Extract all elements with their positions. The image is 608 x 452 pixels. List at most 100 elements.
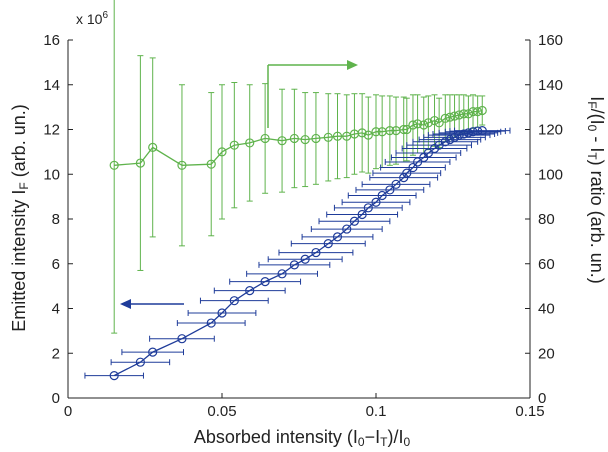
- green-data-point: [109, 160, 119, 170]
- green-data-point: [402, 124, 412, 135]
- green-data-point: [459, 109, 469, 119]
- green-data-point: [449, 111, 460, 121]
- blue-data-point: [385, 185, 395, 195]
- blue-data-point: [391, 179, 401, 189]
- green-data-point: [434, 118, 444, 128]
- left-y-tick-label: 4: [52, 301, 60, 318]
- green-data-point: [440, 113, 450, 123]
- blue-data-point: [260, 277, 270, 287]
- blue-data-point: [412, 157, 423, 167]
- green-data-point: [300, 134, 310, 145]
- left-y-tick-label: 10: [43, 166, 60, 183]
- right-y-tick-label: 20: [538, 345, 555, 362]
- left-y-tick-label: 16: [43, 32, 60, 49]
- right-y-tick-label: 60: [538, 256, 555, 273]
- blue-data-point: [363, 203, 373, 213]
- left-y-tick-label: 8: [52, 211, 60, 228]
- blue-data-point: [454, 130, 464, 140]
- right-y-tick-label: 80: [538, 211, 555, 228]
- blue-data-point: [109, 371, 119, 381]
- green-data-point: [412, 119, 423, 129]
- right-y-tick-label: 40: [538, 301, 555, 318]
- left-y-tick-label: 6: [52, 256, 60, 273]
- green-data-point: [445, 112, 455, 122]
- green-data-point: [217, 147, 227, 157]
- blue-data-point: [311, 247, 321, 258]
- green-data-point: [473, 106, 483, 117]
- left-y-tick-label: 0: [52, 390, 60, 407]
- blue-data-point: [229, 296, 239, 306]
- green-data-point: [363, 130, 373, 140]
- blue-data-point: [468, 127, 478, 137]
- green-data-point: [385, 126, 395, 136]
- green-data-point: [177, 160, 187, 170]
- x-tick-label: 0.15: [515, 403, 544, 420]
- blue-data-point: [371, 197, 381, 207]
- blue-data-point: [463, 128, 473, 138]
- x-tick-label: 0.05: [207, 403, 236, 420]
- x-tick-label: 0.1: [366, 403, 387, 420]
- green-data-point: [454, 110, 464, 120]
- left-y-tick-label: 12: [43, 122, 60, 139]
- right-y-tick-label: 100: [538, 166, 563, 183]
- green-data-point: [408, 120, 418, 130]
- blue-data-point: [377, 190, 387, 201]
- green-data-point: [429, 115, 440, 126]
- right-y-tick-label: 140: [538, 77, 563, 94]
- green-series-group: [109, 0, 487, 334]
- blue-data-point: [342, 224, 352, 234]
- green-data-point: [468, 106, 478, 117]
- blue-data-point: [148, 347, 158, 357]
- blue-data-point: [332, 232, 343, 242]
- right-axis-title: IF/(I0 - IT) ratio (arb. un.): [585, 96, 607, 283]
- green-data-point: [332, 131, 343, 141]
- axes-group: 0 0.05 0.1 0.15 0 2 4 6 8 10 12 14 160 20 40 60 80 100 120…: [43, 32, 563, 420]
- green-axis-arrow-head: [347, 60, 358, 70]
- left-axis-multiplier: x 106: [76, 10, 108, 27]
- left-axis-title: Emitted intensity IF (arb. un.): [9, 104, 31, 331]
- green-data-point: [289, 133, 299, 144]
- green-data-point: [399, 124, 409, 135]
- green-data-point: [260, 133, 270, 144]
- blue-series-group: [84, 126, 511, 381]
- green-data-point: [245, 138, 255, 148]
- right-y-tick-label: 160: [538, 32, 563, 49]
- green-data-point: [419, 120, 429, 130]
- green-data-point: [311, 133, 321, 144]
- green-data-point: [323, 132, 333, 142]
- green-data-point: [229, 140, 239, 150]
- green-data-point: [277, 136, 287, 146]
- blue-data-point: [357, 209, 367, 220]
- green-data-point: [423, 118, 433, 128]
- blue-data-point: [300, 254, 310, 264]
- green-data-point: [477, 105, 487, 116]
- blue-data-point: [217, 308, 227, 318]
- left-y-tick-label: 2: [52, 345, 60, 362]
- green-data-point: [371, 127, 381, 137]
- blue-data-point: [477, 126, 487, 136]
- green-data-point: [135, 158, 145, 168]
- left-y-tick-label: 14: [43, 77, 60, 94]
- x-axis-title: Absorbed intensity (I0−IT)/I0: [194, 427, 411, 449]
- green-series-line: [114, 109, 483, 166]
- right-y-tick-label: 120: [538, 122, 563, 139]
- blue-data-point: [445, 134, 455, 145]
- blue-axis-arrow-head: [120, 299, 131, 309]
- blue-data-point: [402, 168, 412, 178]
- blue-data-point: [459, 129, 469, 139]
- blue-data-point: [349, 216, 360, 226]
- blue-data-point: [440, 137, 450, 147]
- blue-data-point: [289, 260, 299, 270]
- blue-data-point: [473, 126, 483, 136]
- x-tick-label: 0: [64, 403, 72, 420]
- blue-data-point: [206, 318, 216, 328]
- blue-data-point: [245, 286, 255, 296]
- blue-data-point: [408, 162, 418, 173]
- green-data-point: [357, 128, 367, 138]
- green-data-point: [463, 109, 473, 119]
- blue-data-point: [277, 269, 287, 279]
- green-data-point: [206, 159, 216, 169]
- green-data-point: [148, 142, 158, 152]
- blue-data-point: [429, 143, 440, 154]
